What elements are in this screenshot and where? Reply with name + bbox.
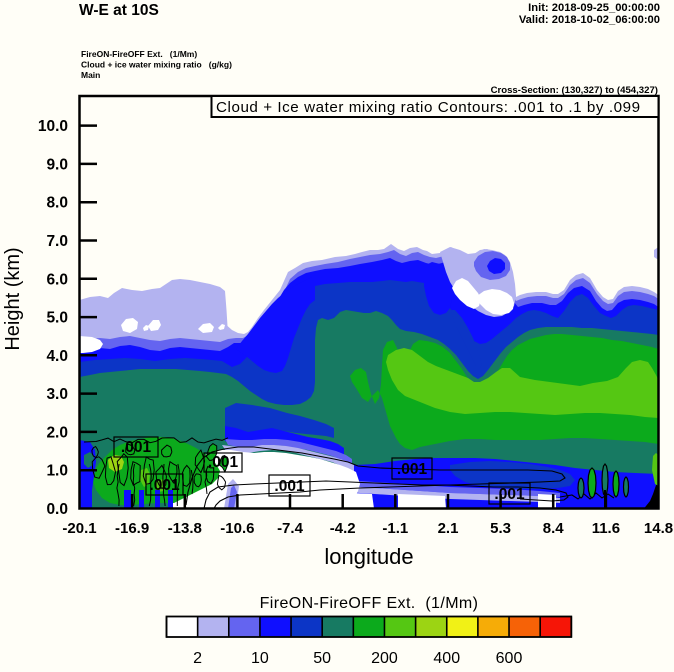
- svg-text:200: 200: [371, 650, 398, 667]
- svg-text:Cloud + Ice water mixing ratio: Cloud + Ice water mixing ratio Contours:…: [216, 99, 641, 116]
- svg-text:4.0: 4.0: [46, 348, 68, 365]
- svg-text:1.0: 1.0: [46, 463, 68, 480]
- svg-text:-13.8: -13.8: [168, 520, 202, 537]
- svg-text:8.4: 8.4: [543, 520, 565, 537]
- svg-text:Main: Main: [81, 70, 100, 80]
- svg-text:8.0: 8.0: [46, 195, 68, 212]
- svg-text:.001: .001: [274, 478, 305, 495]
- svg-text:.001: .001: [397, 461, 428, 478]
- svg-text:50: 50: [313, 650, 331, 667]
- svg-text:5.3: 5.3: [490, 520, 511, 537]
- svg-text:2.1: 2.1: [438, 520, 459, 537]
- svg-text:9.0: 9.0: [46, 156, 68, 173]
- svg-text:-10.6: -10.6: [220, 520, 254, 537]
- svg-text:.001: .001: [208, 454, 239, 471]
- svg-text:10: 10: [251, 650, 269, 667]
- svg-text:6.0: 6.0: [46, 271, 68, 288]
- svg-text:-16.9: -16.9: [115, 520, 149, 537]
- svg-text:Cloud + ice water mixing ratio: Cloud + ice water mixing ratio (g/kg): [81, 60, 232, 70]
- svg-text:7.0: 7.0: [46, 233, 68, 250]
- svg-text:400: 400: [433, 650, 460, 667]
- svg-text:14.8: 14.8: [644, 520, 673, 537]
- svg-text:FireON-FireOFF Ext. (1/Mm): FireON-FireOFF Ext. (1/Mm): [260, 595, 479, 612]
- svg-text:longitude: longitude: [324, 544, 413, 569]
- svg-text:11.6: 11.6: [592, 520, 620, 537]
- svg-text:.001: .001: [494, 486, 525, 503]
- svg-text:-7.4: -7.4: [277, 520, 304, 537]
- svg-text:Valid: 2018-10-02_06:00:00: Valid: 2018-10-02_06:00:00: [519, 14, 660, 26]
- svg-text:5.0: 5.0: [46, 310, 68, 327]
- svg-text:Height (km): Height (km): [2, 247, 24, 350]
- svg-text:FireON-FireOFF Ext. (1/Mm): FireON-FireOFF Ext. (1/Mm): [81, 49, 197, 59]
- svg-text:Cross-Section: (130,327) to (4: Cross-Section: (130,327) to (454,327): [491, 85, 658, 96]
- svg-text:2: 2: [193, 650, 202, 667]
- svg-text:W-E at 10S: W-E at 10S: [79, 2, 159, 19]
- svg-text:-4.2: -4.2: [330, 520, 356, 537]
- svg-text:-1.1: -1.1: [382, 520, 408, 537]
- svg-text:2.0: 2.0: [46, 424, 68, 441]
- svg-text:600: 600: [496, 650, 523, 667]
- svg-text:0.0: 0.0: [46, 501, 68, 518]
- svg-text:.001: .001: [121, 439, 152, 456]
- svg-text:-20.1: -20.1: [62, 520, 96, 537]
- svg-text:.001: .001: [149, 477, 180, 494]
- svg-text:Init: 2018-09-25_00:00:00: Init: 2018-09-25_00:00:00: [528, 2, 660, 14]
- svg-text:10.0: 10.0: [38, 118, 68, 135]
- svg-text:3.0: 3.0: [46, 386, 68, 403]
